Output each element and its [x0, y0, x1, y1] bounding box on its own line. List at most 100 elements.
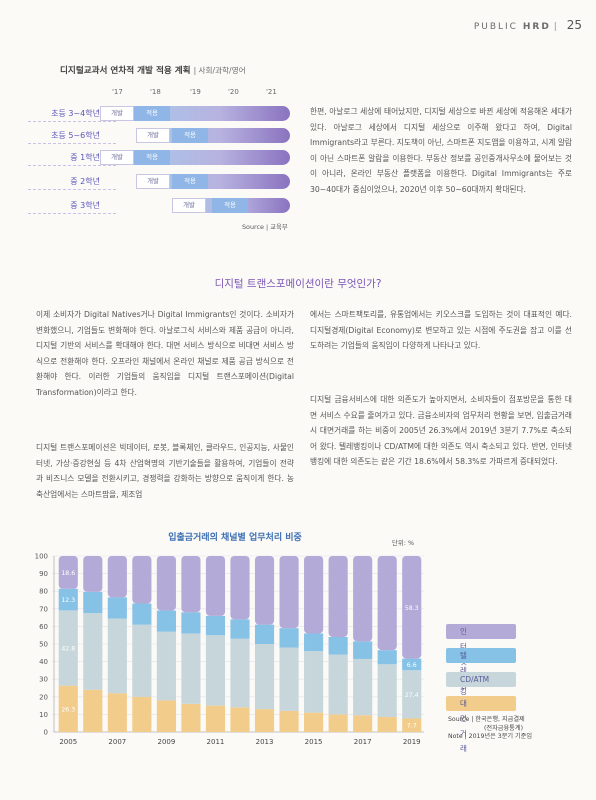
bar-segment — [328, 556, 348, 637]
bar-segment — [83, 591, 103, 614]
roadmap-row-divider — [28, 143, 116, 144]
bar-segment — [181, 703, 201, 732]
bar-segment — [156, 631, 176, 701]
y-tick-label: 20 — [39, 693, 48, 701]
bar-segment — [328, 636, 348, 655]
x-tick-label: 2007 — [108, 738, 126, 746]
bar-segment — [230, 707, 250, 732]
legend-label: 대면거래 — [460, 699, 467, 753]
stacked-bar-chart: 0 10 20 30 40 50 60 70 80 90 100 26.3 42.8 12.3 18.6 20… — [35, 553, 424, 746]
bar-segment — [304, 651, 324, 713]
bar-segment — [353, 641, 373, 659]
data-label: 7.7 — [407, 723, 417, 730]
bar-segment — [377, 650, 397, 665]
data-label: 6.6 — [407, 662, 417, 669]
x-tick-label: 2011 — [207, 738, 225, 746]
bar-segment — [156, 556, 176, 611]
legend-swatch — [446, 624, 516, 639]
x-tick-label: 2005 — [59, 738, 77, 746]
bar-segment — [132, 696, 152, 732]
data-label: 58.3 — [405, 605, 419, 612]
data-label: 42.8 — [61, 646, 75, 653]
y-tick-label: 10 — [39, 711, 48, 719]
bar-segment — [132, 603, 152, 625]
roadmap-application-box: 적용 — [172, 174, 208, 189]
roadmap-application-box: 적용 — [212, 198, 248, 213]
bar-segment — [254, 644, 275, 710]
data-label: 12.3 — [61, 597, 75, 604]
bar-segment — [205, 635, 226, 706]
y-tick-label: 0 — [44, 729, 48, 737]
roadmap-row-divider — [28, 213, 116, 214]
roadmap-application-box: 적용 — [134, 106, 170, 121]
roadmap-development-box: 개발 — [100, 106, 134, 121]
y-tick-label: 40 — [39, 658, 48, 666]
bar-segment — [377, 664, 397, 718]
bar-segment — [353, 556, 373, 642]
bar-segment — [205, 556, 226, 616]
bar-segment — [83, 689, 103, 732]
bar-segment — [230, 556, 250, 620]
bar-segment — [377, 556, 397, 651]
roadmap-row-divider — [28, 121, 116, 122]
section-title: 디지털 트랜스포메이션이란 무엇인가? — [214, 278, 382, 290]
body-left-paragraph-1: 이제 소비자가 Digital Natives거나 Digital Immigr… — [36, 310, 294, 397]
bar-segment — [402, 718, 422, 732]
bar-segment — [156, 610, 176, 632]
roadmap-year-label: '17 — [112, 88, 123, 96]
x-tick-label: 2013 — [256, 738, 274, 746]
bar-segment — [254, 624, 275, 644]
page-number: 25 — [566, 18, 582, 32]
roadmap-row-divider — [28, 165, 116, 166]
bar-segment — [230, 619, 250, 639]
brand-text: PUBLIC — [473, 22, 518, 32]
bar-segment — [402, 556, 422, 659]
bar-segment — [402, 670, 422, 719]
roadmap-development-box: 개발 — [100, 150, 134, 165]
intro-paragraph: 한편, 아날로그 세상에 태어났지만, 디지털 세상으로 바뀐 세상에 적응해온… — [310, 107, 572, 194]
bar-segment — [377, 717, 397, 732]
bar-segment — [83, 556, 103, 592]
bar-segment — [58, 685, 78, 732]
bar-segment — [304, 556, 324, 634]
bar-segment — [107, 618, 127, 694]
bar-segment — [181, 633, 201, 704]
roadmap-source: Source | 교육부 — [242, 223, 288, 231]
legend-label: CD/ATM — [460, 675, 490, 684]
bar-segment — [58, 610, 78, 686]
page-header: PUBLIC HRD | 25 — [473, 18, 582, 32]
data-label: 26.3 — [61, 706, 75, 713]
y-tick-label: 80 — [39, 588, 48, 596]
roadmap-subtitle: | 사회/과학/영어 — [193, 66, 246, 75]
bar-segment — [107, 556, 127, 598]
roadmap-row-label: 중 3학년 — [70, 201, 100, 210]
body-left-paragraph-2: 디지털 트랜스포메이션은 빅데이터, 로봇, 블록체인, 클라우드, 인공지능,… — [36, 443, 294, 499]
bar-segment — [279, 556, 299, 629]
chart-source-line-1: Source | 한국은행, 지급결제 — [448, 716, 525, 723]
legend-swatch — [446, 696, 516, 711]
roadmap-row-label: 초등 3~4학년 — [51, 109, 100, 118]
roadmap-application-box: 적용 — [134, 150, 170, 165]
body-right-paragraph-1: 에서는 스마트팩토리를, 유통업에서는 키오스크를 도입하는 것이 대표적인 예… — [310, 310, 572, 351]
chart-title: 입출금거래의 채널별 업무처리 비중 — [168, 533, 302, 543]
x-tick-label: 2017 — [354, 738, 372, 746]
bar-segment — [156, 700, 176, 732]
data-label: 27.4 — [405, 692, 419, 699]
brand-bold-text: HRD — [522, 22, 551, 32]
chart-unit: 단위: % — [392, 539, 415, 547]
bar-segment — [254, 556, 275, 625]
y-tick-label: 70 — [39, 605, 48, 613]
bar-segment — [304, 712, 324, 732]
roadmap-row-divider — [28, 189, 116, 190]
roadmap-year-label: '19 — [190, 88, 201, 96]
x-tick-label: 2015 — [305, 738, 323, 746]
roadmap-development-box: 개발 — [136, 174, 170, 189]
bar-segment — [58, 588, 78, 611]
chart-source-line-2: (전자금융통계) — [484, 724, 523, 732]
bar-segment — [205, 705, 226, 732]
roadmap-row-label: 중 1학년 — [70, 153, 100, 162]
roadmap-year-label: '20 — [228, 88, 239, 96]
x-tick-label: 2019 — [403, 738, 421, 746]
chart-source: Source | 한국은행, 지급결제 (전자금융통계) Note | 2019… — [448, 716, 532, 742]
roadmap-year-label: '18 — [150, 88, 161, 96]
